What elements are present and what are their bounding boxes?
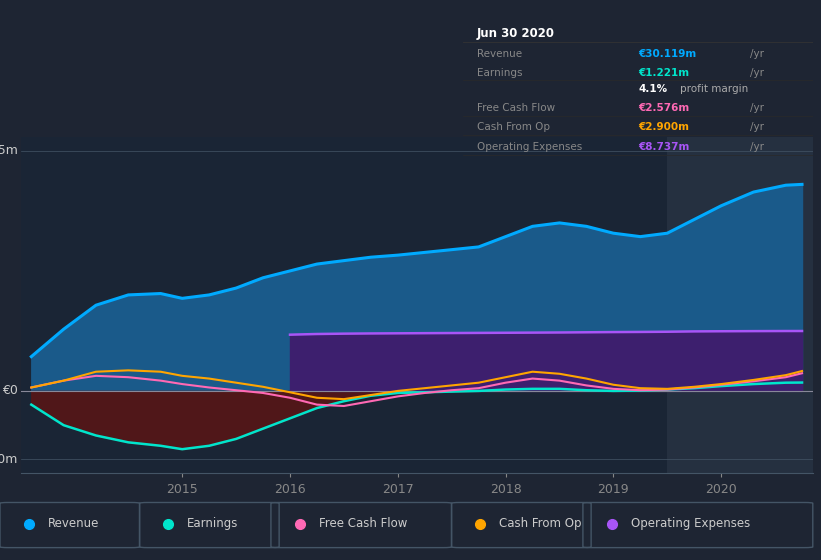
Text: €30.119m: €30.119m [638, 49, 696, 59]
Text: /yr: /yr [750, 49, 764, 59]
Text: €2.576m: €2.576m [638, 103, 690, 113]
Text: Operating Expenses: Operating Expenses [631, 517, 750, 530]
Text: €2.900m: €2.900m [638, 123, 689, 133]
Text: €35m: €35m [0, 144, 18, 157]
Text: profit margin: profit margin [680, 83, 748, 94]
Bar [667, 137, 813, 473]
Text: €0: €0 [2, 384, 18, 398]
Text: Free Cash Flow: Free Cash Flow [319, 517, 407, 530]
Text: 4.1%: 4.1% [638, 83, 667, 94]
Text: Revenue: Revenue [477, 49, 522, 59]
Text: Revenue: Revenue [48, 517, 99, 530]
Text: Cash From Op: Cash From Op [477, 123, 550, 133]
Text: /yr: /yr [750, 68, 764, 78]
Text: /yr: /yr [750, 142, 764, 152]
Text: /yr: /yr [750, 103, 764, 113]
Text: -€10m: -€10m [0, 453, 18, 466]
Text: Earnings: Earnings [477, 68, 522, 78]
Text: Operating Expenses: Operating Expenses [477, 142, 582, 152]
Text: Jun 30 2020: Jun 30 2020 [477, 27, 555, 40]
Text: Earnings: Earnings [187, 517, 239, 530]
Text: /yr: /yr [750, 123, 764, 133]
Text: Free Cash Flow: Free Cash Flow [477, 103, 555, 113]
Text: Cash From Op: Cash From Op [499, 517, 581, 530]
Text: €1.221m: €1.221m [638, 68, 689, 78]
Text: €8.737m: €8.737m [638, 142, 690, 152]
